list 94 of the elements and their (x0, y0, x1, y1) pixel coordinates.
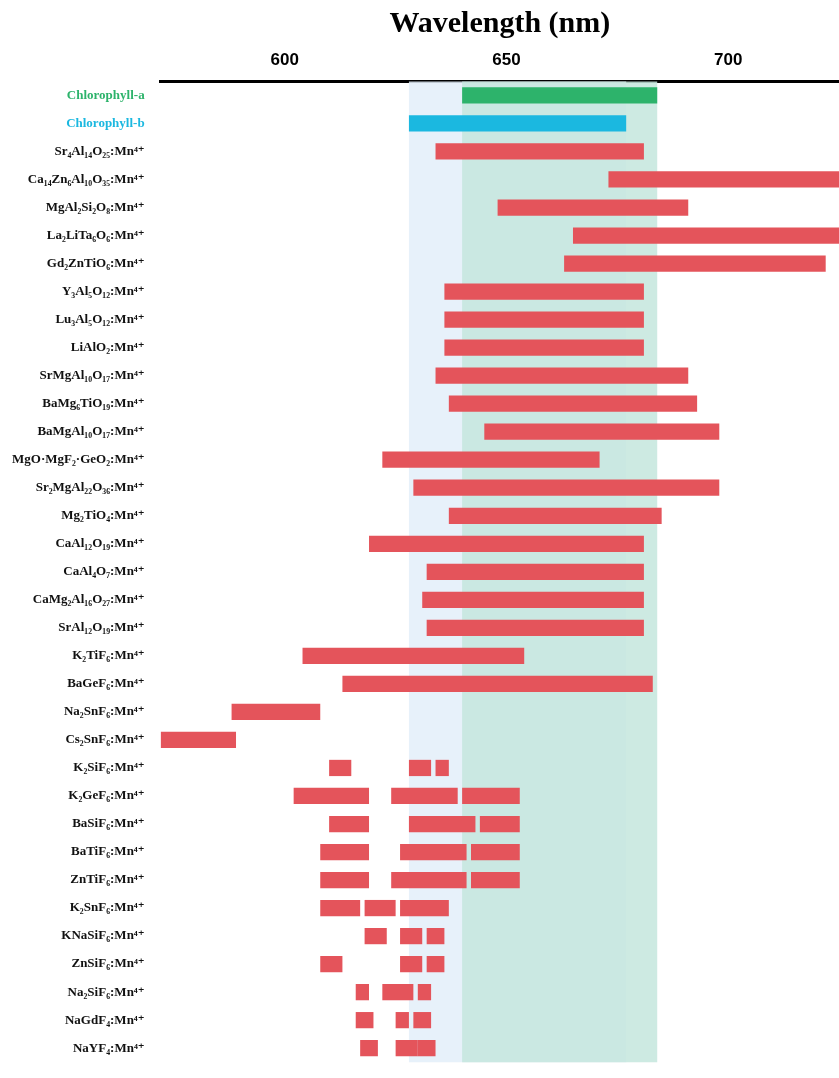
x-axis-title: Wavelength (nm) (389, 4, 611, 39)
y-tick-label: Ca₁₄Zn₆Al₁₀O₃₅:Mn⁴⁺ (27, 170, 145, 186)
y-tick-label: CaMg₂Al₁₆O₂₇:Mn⁴⁺ (32, 591, 145, 607)
y-tick-label: Y₃Al₅O₁₂:Mn⁴⁺ (61, 282, 145, 298)
y-tick-label: Gd₂ZnTiO₆:Mn⁴⁺ (46, 254, 145, 270)
bar (400, 899, 449, 917)
bar (479, 815, 520, 833)
bar (572, 227, 839, 244)
bar (302, 647, 525, 664)
bar (329, 759, 352, 777)
bar (369, 535, 644, 552)
y-tick-label: SrAl₁₂O₁₉:Mn⁴⁺ (58, 619, 145, 635)
y-tick-label: CaAl₁₂O₁₉:Mn⁴⁺ (55, 535, 145, 551)
x-tick-label: 700 (713, 49, 743, 69)
y-tick-label: K₂SiF₆:Mn⁴⁺ (73, 759, 145, 775)
bar (422, 591, 644, 608)
bar (426, 563, 644, 580)
y-tick-label: BaTiF₆:Mn⁴⁺ (70, 843, 145, 859)
bar (444, 311, 644, 328)
y-tick-label: ZnTiF₆:Mn⁴⁺ (70, 871, 145, 887)
bar (462, 787, 520, 805)
bar (329, 815, 370, 833)
y-tick-label: CaAl₄O₇:Mn⁴⁺ (63, 563, 145, 579)
bar (160, 731, 237, 749)
bar (426, 927, 445, 945)
y-tick-label: BaMg₆TiO₁₉:Mn⁴⁺ (42, 395, 145, 411)
bar (471, 843, 520, 861)
bar (435, 143, 644, 160)
bar (426, 619, 644, 636)
bar (320, 899, 361, 917)
bar (320, 955, 343, 973)
bar (426, 955, 445, 973)
bar (342, 675, 653, 693)
y-tick-label: BaSiF₆:Mn⁴⁺ (72, 815, 145, 831)
y-tick-label: NaYF₄:Mn⁴⁺ (72, 1039, 145, 1055)
bar (408, 115, 627, 132)
bar (471, 871, 520, 889)
bar (564, 255, 826, 272)
bar (417, 984, 432, 1001)
y-tick-label: Sr₄Al₁₄O₂₅:Mn⁴⁺ (54, 142, 145, 158)
y-tick-label: Chlorophyll-a (66, 86, 146, 102)
y-tick-label: K₂SnF₆:Mn⁴⁺ (69, 899, 145, 915)
bar (395, 1012, 409, 1029)
bar (408, 759, 432, 777)
bar (320, 871, 370, 889)
bar (413, 479, 720, 496)
bar (382, 984, 414, 1001)
y-tick-label: LiAlO₂:Mn⁴⁺ (70, 338, 145, 354)
bar (320, 843, 370, 861)
y-tick-label: SrMgAl₁₀O₁₇:Mn⁴⁺ (39, 367, 145, 382)
y-tick-label: MgAl₂Si₂O₈:Mn⁴⁺ (45, 198, 145, 214)
y-tick-label: La₂LiTa₆O₆:Mn⁴⁺ (46, 226, 145, 242)
bar (444, 339, 644, 356)
bar (462, 87, 658, 104)
bar (444, 283, 644, 300)
y-tick-label: Lu₃Al₅O₁₂:Mn⁴⁺ (55, 310, 145, 326)
bar (435, 367, 689, 384)
bar (608, 171, 839, 188)
y-tick-label: Mg₂TiO₄:Mn⁴⁺ (61, 507, 145, 523)
bar (435, 759, 449, 777)
bar (391, 787, 458, 805)
y-tick-label: KNaSiF₆:Mn⁴⁺ (61, 927, 145, 943)
bar (360, 1040, 378, 1057)
bar (231, 703, 321, 721)
y-tick-label: BaGeF₆:Mn⁴⁺ (67, 675, 145, 691)
y-tick-label: Cs₂SnF₆:Mn⁴⁺ (65, 731, 145, 747)
bar (400, 955, 423, 973)
y-tick-label: K₂GeF₆:Mn⁴⁺ (68, 787, 145, 803)
y-tick-label: MgO·MgF₂·GeO₂:Mn⁴⁺ (12, 451, 145, 467)
bar (448, 395, 698, 412)
bar (364, 899, 396, 917)
bar (413, 1012, 432, 1029)
y-tick-label: Chlorophyll-b (66, 114, 145, 130)
bar (355, 984, 370, 1001)
bar (408, 815, 476, 833)
y-tick-label: NaGdF₄:Mn⁴⁺ (64, 1011, 145, 1027)
y-tick-label: ZnSiF₆:Mn⁴⁺ (71, 955, 145, 971)
bar (400, 927, 423, 945)
y-tick-label: BaMgAl₁₀O₁₇:Mn⁴⁺ (37, 423, 145, 439)
bar (400, 843, 467, 861)
bar (448, 507, 662, 524)
bar (364, 927, 387, 945)
bar (497, 199, 689, 216)
y-tick-label: K₂TiF₆:Mn⁴⁺ (72, 647, 145, 663)
y-tick-label: Sr₂MgAl₂₂O₃₆:Mn⁴⁺ (35, 479, 145, 495)
bar (484, 423, 720, 440)
y-tick-label: Na₂SiF₆:Mn⁴⁺ (67, 983, 145, 999)
bar (355, 1012, 374, 1029)
x-tick-label: 600 (270, 49, 299, 69)
x-tick-label: 650 (492, 49, 521, 69)
bar (391, 871, 467, 889)
bar (382, 451, 600, 468)
y-tick-label: Na₂SnF₆:Mn⁴⁺ (63, 703, 145, 719)
bar (293, 787, 370, 805)
